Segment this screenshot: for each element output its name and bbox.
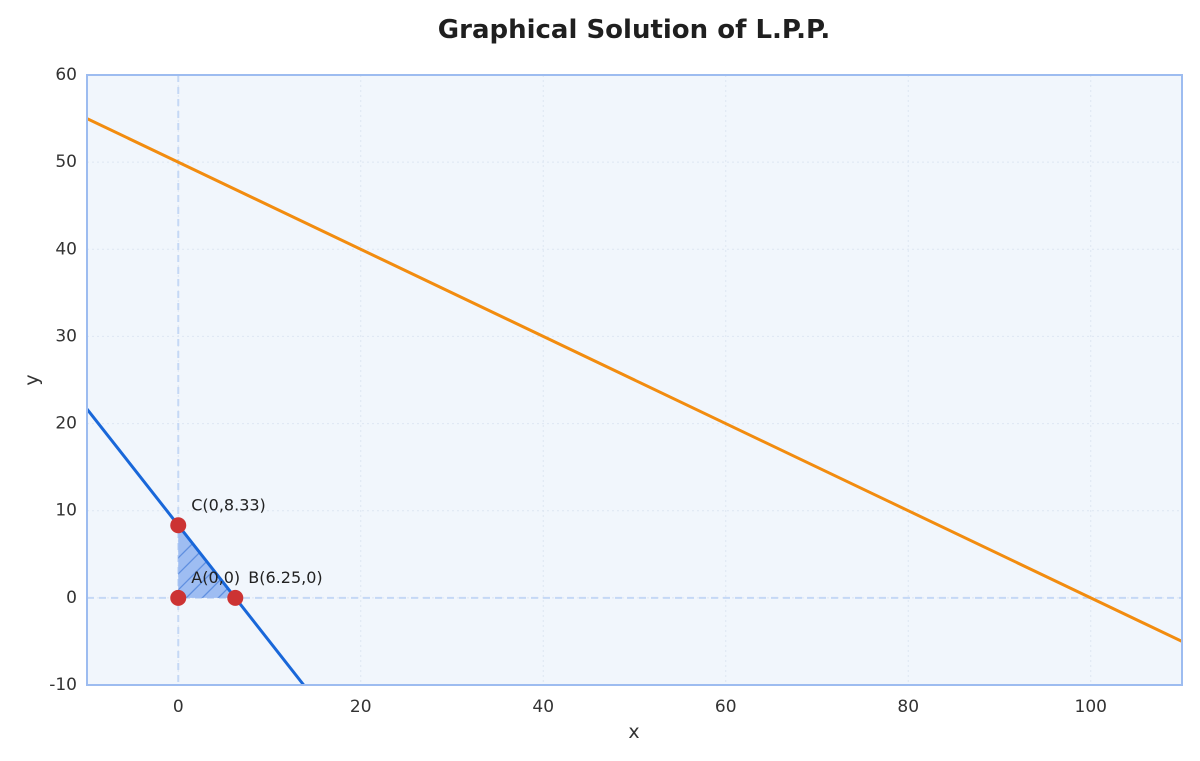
y-axis-ticks: -10 0 10 20 30 40 50 60 — [49, 65, 77, 695]
x-axis-label: x — [628, 721, 639, 743]
y-tick-label: 40 — [55, 239, 77, 259]
x-tick-label: 100 — [1075, 697, 1107, 717]
corner-point-label: C(0,8.33) — [191, 495, 266, 514]
corner-point-label: B(6.25,0) — [248, 568, 322, 587]
x-axis-ticks: 0 20 40 60 80 100 — [173, 697, 1107, 717]
constraint-lines — [87, 117, 1182, 685]
corner-point-marker — [227, 589, 244, 606]
y-tick-label: 30 — [55, 326, 77, 346]
plot-frame — [86, 74, 1183, 686]
constraint-line-1 — [87, 117, 1182, 643]
y-tick-label: -10 — [49, 675, 77, 695]
x-tick-label: 80 — [897, 697, 919, 717]
y-tick-label: 10 — [55, 501, 77, 521]
y-tick-label: 20 — [55, 414, 77, 434]
x-tick-label: 40 — [532, 697, 554, 717]
y-tick-label: 50 — [55, 152, 77, 172]
y-tick-label: 60 — [55, 65, 77, 85]
corner-point-label: A(0,0) — [191, 568, 240, 587]
x-tick-label: 60 — [715, 697, 737, 717]
x-tick-label: 20 — [350, 697, 372, 717]
chart-title: Graphical Solution of L.P.P. — [438, 15, 830, 45]
y-axis-label: y — [21, 374, 43, 385]
corner-point-marker — [170, 517, 187, 534]
corner-point-marker — [170, 589, 187, 606]
y-tick-label: 0 — [66, 588, 77, 608]
constraint-line-2 — [87, 408, 305, 685]
x-tick-label: 0 — [173, 697, 184, 717]
corner-points: A(0,0) B(6.25,0) C(0,8.33) — [170, 495, 323, 606]
